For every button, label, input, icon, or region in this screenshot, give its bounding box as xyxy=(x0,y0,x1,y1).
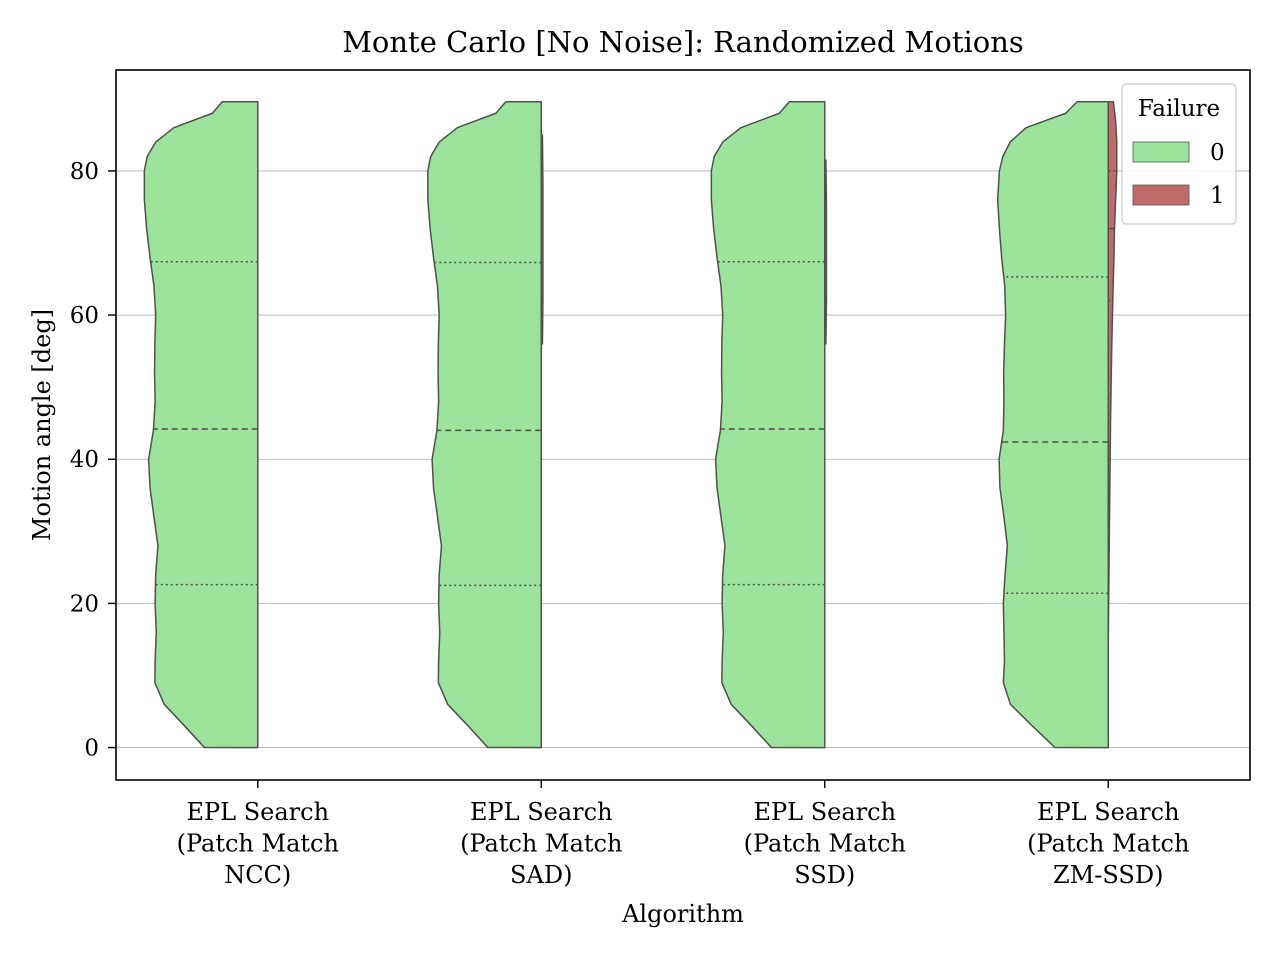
y-tick-label: 40 xyxy=(70,447,99,473)
x-tick-label: NCC) xyxy=(224,861,291,889)
x-tick-label: SAD) xyxy=(510,861,572,889)
x-tick-label: EPL Search xyxy=(186,798,329,826)
y-axis-label: Motion angle [deg] xyxy=(28,309,56,541)
x-axis: EPL Search (Patch Match NCC) EPL Search (Pat… xyxy=(177,780,1189,889)
legend-swatch-0 xyxy=(1132,141,1190,163)
plot-frame xyxy=(115,69,1251,781)
violins xyxy=(143,100,1118,749)
y-tick-label: 0 xyxy=(84,736,99,762)
x-axis-label: Algorithm xyxy=(621,900,744,928)
violin-body xyxy=(427,100,542,749)
violin-body xyxy=(710,100,826,749)
x-tick-label: SSD) xyxy=(794,861,855,889)
x-tick-label: ZM-SSD) xyxy=(1053,861,1163,889)
violin-body xyxy=(824,159,828,345)
legend-swatch-1 xyxy=(1132,184,1190,206)
legend-title: Failure xyxy=(1138,96,1220,122)
violin-body xyxy=(540,134,544,345)
y-tick-label: 20 xyxy=(70,591,99,617)
x-tick-label: (Patch Match xyxy=(1027,830,1189,858)
y-tick-label: 60 xyxy=(70,303,99,329)
legend: Failure 0 1 xyxy=(1121,83,1237,225)
violin-body xyxy=(1107,100,1118,646)
chart-title: Monte Carlo [No Noise]: Randomized Motio… xyxy=(342,25,1024,59)
x-tick-label: (Patch Match xyxy=(744,830,906,858)
legend-label-1: 1 xyxy=(1210,183,1225,209)
y-tick-label: 80 xyxy=(70,159,99,185)
x-tick-label: EPL Search xyxy=(470,798,613,826)
violin-body xyxy=(996,100,1109,749)
y-axis: 0 20 40 60 80 xyxy=(70,159,116,762)
violin-body xyxy=(143,100,259,749)
x-tick-label: (Patch Match xyxy=(460,830,622,858)
x-tick-label: EPL Search xyxy=(1037,798,1180,826)
legend-label-0: 0 xyxy=(1210,140,1225,166)
x-tick-label: (Patch Match xyxy=(177,830,339,858)
x-tick-label: EPL Search xyxy=(753,798,896,826)
